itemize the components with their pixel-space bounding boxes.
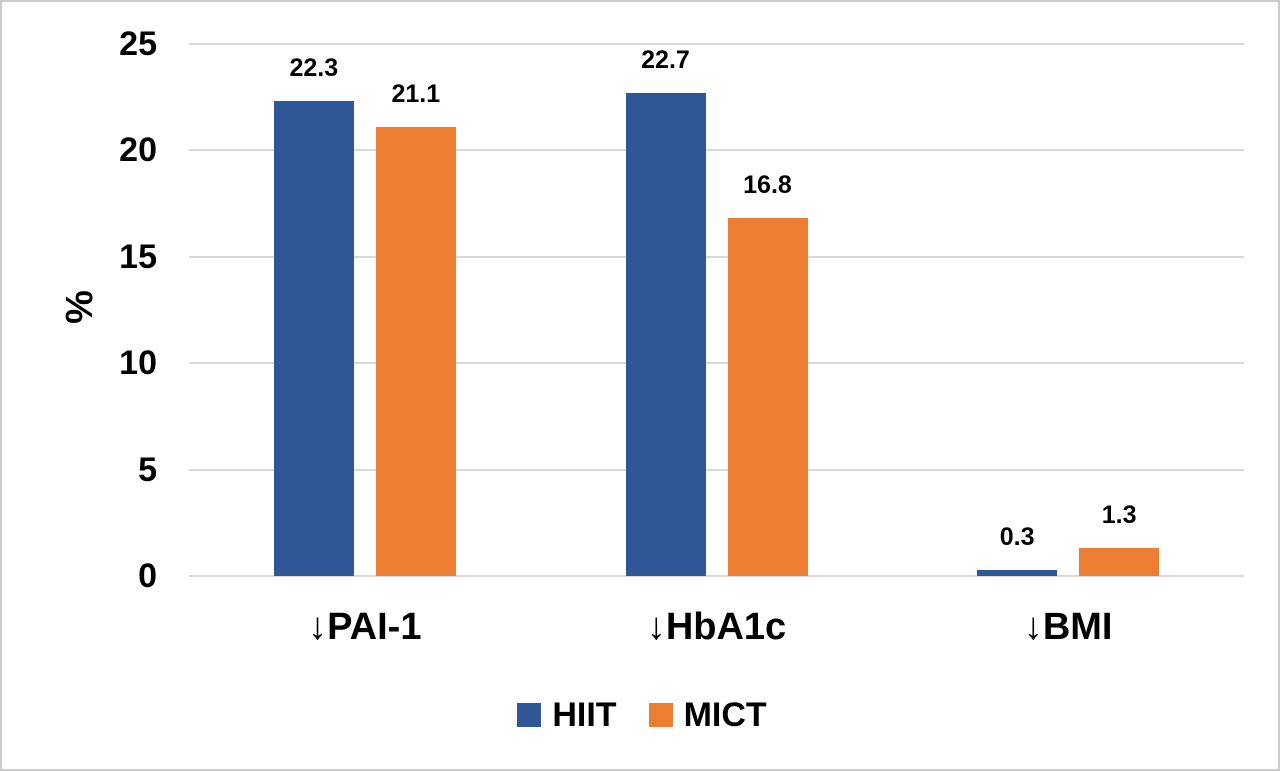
legend-label-hiit: HIIT	[552, 696, 617, 734]
legend-item-mict: MICT	[648, 696, 767, 734]
gridline-15	[189, 255, 1244, 258]
x-category-label-bmi: ↓BMI	[1023, 606, 1113, 648]
bar-value-label-hiit-pai-1: 22.3	[289, 54, 339, 83]
gridline-25	[189, 43, 1244, 45]
chart-legend: HIIT MICT	[2, 692, 1280, 738]
y-tick-label-20: 20	[119, 131, 157, 170]
legend-item-hiit: HIIT	[517, 696, 617, 734]
x-category-label-hba1c: ↓HbA1c	[646, 606, 787, 648]
x-category-label-pai-1: ↓PAI-1	[308, 606, 422, 648]
legend-swatch-mict	[648, 703, 673, 727]
bar-mict-pai-1	[375, 126, 456, 576]
bar-hiit-bmi	[977, 569, 1058, 576]
bar-hiit-hba1c	[625, 92, 706, 576]
bar-hiit-pai-1	[273, 101, 354, 576]
y-tick-label-5: 5	[138, 450, 157, 489]
gridline-5	[189, 468, 1244, 471]
y-tick-label-25: 25	[119, 25, 157, 63]
bar-value-label-mict-hba1c: 16.8	[743, 171, 792, 200]
y-tick-label-15: 15	[119, 237, 157, 276]
bar-mict-hba1c	[727, 218, 808, 576]
legend-label-mict: MICT	[683, 696, 767, 734]
y-tick-label-10: 10	[119, 344, 157, 383]
bar-value-label-mict-pai-1: 21.1	[391, 79, 441, 108]
gridline-0	[189, 575, 1244, 577]
gridline-20	[189, 149, 1244, 152]
y-tick-label-0: 0	[138, 557, 157, 595]
bar-mict-bmi	[1079, 548, 1160, 576]
legend-swatch-hiit	[517, 703, 542, 727]
gridline-10	[189, 362, 1244, 365]
bar-value-label-hiit-hba1c: 22.7	[641, 45, 690, 74]
bar-value-label-hiit-bmi: 0.3	[999, 522, 1035, 551]
bar-value-label-mict-bmi: 1.3	[1101, 501, 1137, 530]
